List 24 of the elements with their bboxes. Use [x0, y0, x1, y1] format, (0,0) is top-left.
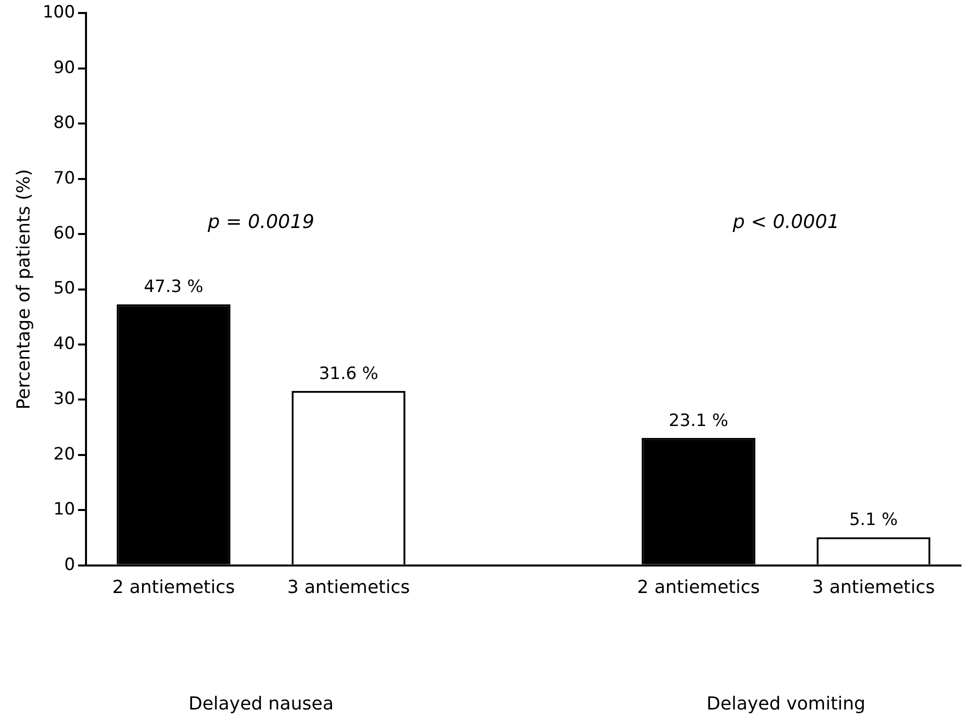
y-tick-label: 100 — [42, 2, 76, 23]
x-tick-label: 3 antiemetics — [287, 576, 410, 598]
data-label: 5.1 % — [849, 510, 898, 530]
annotation: p < 0.0001 — [732, 210, 840, 233]
y-tick-label: 20 — [53, 444, 76, 464]
y-tick-label: 50 — [53, 278, 76, 299]
x-tick-label: 2 antiemetics — [637, 576, 760, 598]
data-label: 23.1 % — [668, 410, 728, 431]
y-tick-label: 10 — [53, 500, 76, 520]
annotation: p = 0.0019 — [206, 210, 314, 233]
data-label: 31.6 % — [318, 364, 378, 384]
text: Delayed nausea — [188, 694, 334, 715]
x-tick-label: 2 antiemetics — [112, 576, 235, 598]
text: Delayed vomiting — [706, 694, 866, 715]
x-tick-label: 3 antiemetics — [812, 576, 935, 598]
y-tick-label: 30 — [53, 389, 76, 410]
y-axis-title: Percentage of patients (%) — [13, 169, 34, 410]
y-tick-label: 70 — [53, 168, 76, 188]
data-label: 47.3 % — [144, 277, 204, 298]
y-tick-label: 0 — [64, 554, 76, 575]
y-tick-label: 90 — [53, 58, 76, 78]
y-tick-label: 40 — [53, 334, 76, 354]
y-tick-label: 80 — [53, 113, 76, 134]
y-tick-label: 60 — [53, 224, 76, 244]
